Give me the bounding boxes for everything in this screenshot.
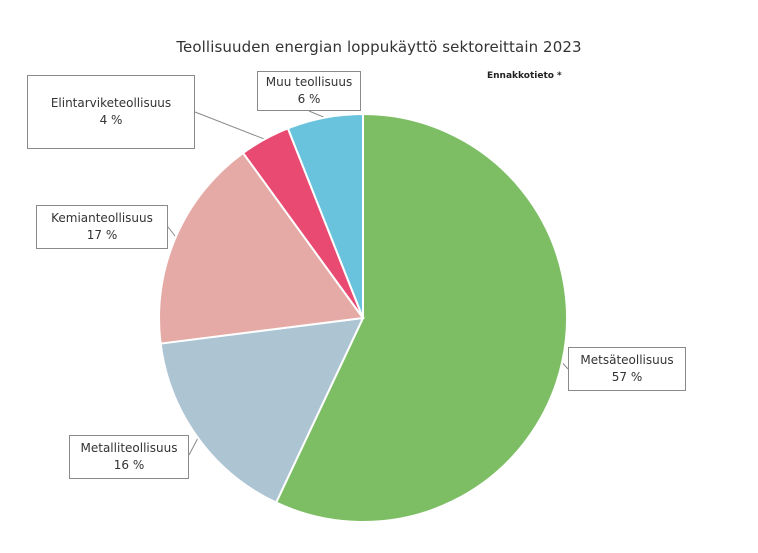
- slice-callout-1: Metsäteollisuus 57 %: [568, 347, 686, 391]
- slice-callout-2: Metalliteollisuus 16 %: [69, 435, 189, 479]
- leader-line-5: [308, 110, 325, 119]
- leader-line-3: [167, 226, 177, 238]
- pie-slice-3: [158, 151, 365, 345]
- slice-value-label: 4 %: [99, 113, 123, 127]
- slice-value-label: 6 %: [297, 92, 321, 106]
- slice-name-label: Muu teollisuus: [265, 75, 353, 89]
- slice-callout-5: Muu teollisuus 6 %: [257, 71, 361, 111]
- slice-name-label: Elintarviketeollisuus: [50, 96, 172, 110]
- slice-name-label: Metsäteollisuus: [580, 353, 674, 367]
- chart-title: Teollisuuden energian loppukäyttö sektor…: [176, 38, 582, 56]
- slice-value-label: 16 %: [113, 458, 145, 472]
- slice-name-label: Metalliteollisuus: [80, 441, 178, 455]
- slice-callout-3: Kemianteollisuus 17 %: [36, 205, 168, 249]
- leader-line-2: [188, 437, 199, 456]
- pie-slice-5: [286, 112, 364, 319]
- leader-line-4: [194, 111, 265, 140]
- pie-slice-1: [274, 112, 568, 523]
- chart-note: Ennakkotieto *: [487, 71, 562, 81]
- slice-callout-4: Elintarviketeollisuus 4 %: [27, 75, 195, 149]
- slice-value-label: 17 %: [86, 228, 118, 242]
- pie-slice-2: [159, 316, 365, 504]
- slice-value-label: 57 %: [611, 370, 643, 384]
- leader-line-1: [561, 362, 569, 370]
- slice-name-label: Kemianteollisuus: [51, 211, 153, 225]
